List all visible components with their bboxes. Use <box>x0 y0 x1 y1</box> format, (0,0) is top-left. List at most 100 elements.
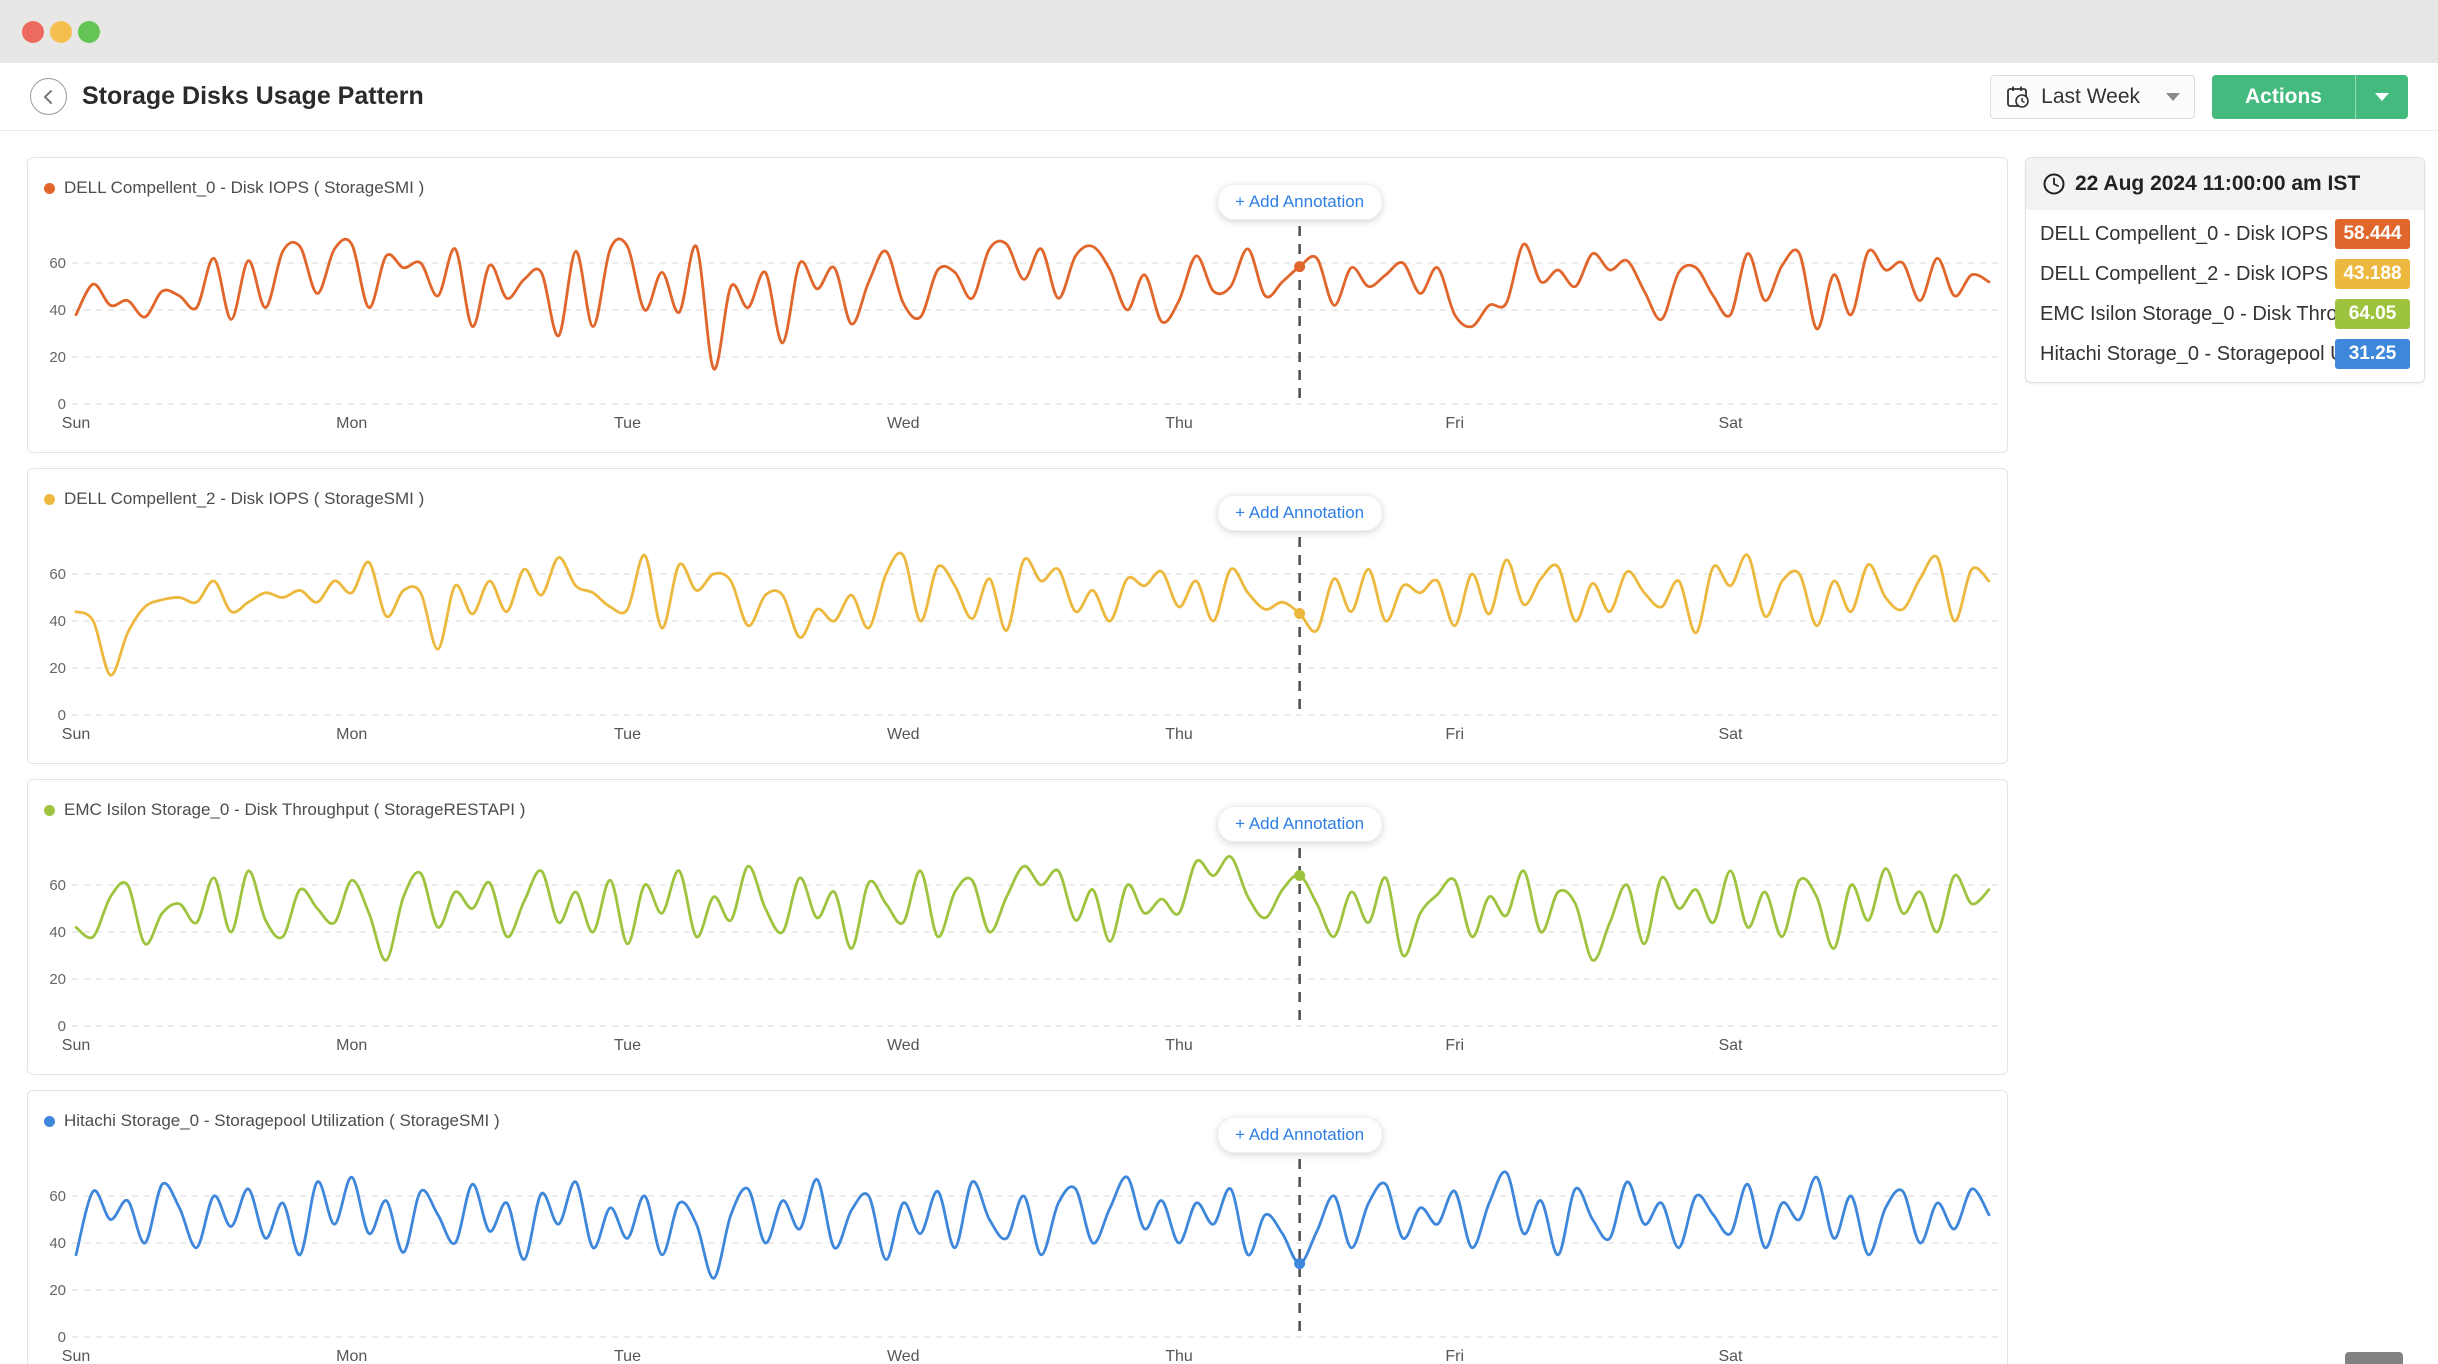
svg-text:Sat: Sat <box>1718 726 1743 743</box>
svg-text:Fri: Fri <box>1445 726 1464 743</box>
svg-text:Fri: Fri <box>1445 1037 1464 1054</box>
chart-card: EMC Isilon Storage_0 - Disk Throughput (… <box>27 779 2008 1075</box>
svg-text:Tue: Tue <box>614 1348 641 1364</box>
svg-text:Sun: Sun <box>62 415 90 432</box>
svg-text:Mon: Mon <box>336 1348 367 1364</box>
tooltip-row: DELL Compellent_2 - Disk IOPS ( St... 43… <box>2026 254 2424 294</box>
back-button[interactable] <box>30 78 67 115</box>
svg-text:Wed: Wed <box>887 726 920 743</box>
time-range-select[interactable]: Last Week <box>1990 74 2195 119</box>
svg-text:Sat: Sat <box>1718 1348 1743 1364</box>
tooltip-series-value-badge: 31.25 <box>2335 339 2410 369</box>
svg-text:0: 0 <box>58 1329 66 1346</box>
tooltip-series-value-badge: 64.05 <box>2335 299 2410 329</box>
tooltip-row: EMC Isilon Storage_0 - Disk Throug... 64… <box>2026 294 2424 334</box>
tooltip-series-value-badge: 58.444 <box>2335 219 2410 249</box>
legend-dot-icon <box>44 1115 55 1127</box>
chart-plot[interactable]: 0 20 40 60 Sun Mon Tue Wed Thu Fri Sat <box>28 525 2007 757</box>
page-title: Storage Disks Usage Pattern <box>82 82 424 110</box>
chart-plot[interactable]: 0 20 40 60 Sun Mon Tue Wed Thu Fri Sat <box>28 1147 2007 1364</box>
svg-text:0: 0 <box>58 707 66 724</box>
chart-legend: DELL Compellent_2 - Disk IOPS ( StorageS… <box>28 469 2007 509</box>
svg-text:40: 40 <box>49 613 66 630</box>
chart-plot[interactable]: 0 20 40 60 Sun Mon Tue Wed Thu Fri Sat <box>28 836 2007 1068</box>
actions-button[interactable]: Actions <box>2212 74 2408 119</box>
actions-dropdown-toggle[interactable] <box>2356 75 2408 119</box>
add-annotation-button[interactable]: + Add Annotation <box>1217 184 1383 220</box>
svg-text:Sat: Sat <box>1718 1037 1743 1054</box>
tooltip-series-label: EMC Isilon Storage_0 - Disk Throug... <box>2040 302 2335 325</box>
hover-tooltip-panel: 22 Aug 2024 11:00:00 am IST DELL Compell… <box>2025 157 2425 383</box>
legend-label: Hitachi Storage_0 - Storagepool Utilizat… <box>64 1111 500 1130</box>
window-close-button[interactable] <box>22 20 44 43</box>
window-zoom-button[interactable] <box>78 20 100 43</box>
actions-button-label[interactable]: Actions <box>2244 84 2322 108</box>
svg-text:40: 40 <box>49 302 66 319</box>
svg-text:Mon: Mon <box>336 1037 367 1054</box>
tooltip-series-value-badge: 43.188 <box>2335 259 2410 289</box>
svg-text:Tue: Tue <box>614 415 641 432</box>
chart-card: DELL Compellent_2 - Disk IOPS ( StorageS… <box>27 468 2008 764</box>
clock-icon <box>2043 173 2065 195</box>
charts-column: DELL Compellent_0 - Disk IOPS ( StorageS… <box>27 157 2008 1364</box>
chart-card: Hitachi Storage_0 - Storagepool Utilizat… <box>27 1090 2008 1364</box>
legend-dot-icon <box>44 182 55 194</box>
tooltip-rows: DELL Compellent_0 - Disk IOPS ( St... 58… <box>2026 210 2424 382</box>
svg-text:Sun: Sun <box>62 1037 90 1054</box>
svg-text:Wed: Wed <box>887 1348 920 1364</box>
chevron-down-icon <box>2375 92 2389 101</box>
tooltip-timestamp: 22 Aug 2024 11:00:00 am IST <box>2075 172 2361 195</box>
add-annotation-button[interactable]: + Add Annotation <box>1217 806 1383 842</box>
svg-text:0: 0 <box>58 1018 66 1035</box>
chart-legend: Hitachi Storage_0 - Storagepool Utilizat… <box>28 1091 2007 1131</box>
svg-text:20: 20 <box>49 971 66 988</box>
svg-text:60: 60 <box>49 255 66 272</box>
svg-text:20: 20 <box>49 349 66 366</box>
chevron-down-icon <box>2166 92 2180 101</box>
svg-text:Thu: Thu <box>1165 415 1193 432</box>
chart-plot[interactable]: 0 20 40 60 Sun Mon Tue Wed Thu Fri Sat <box>28 214 2007 446</box>
svg-text:Sun: Sun <box>62 726 90 743</box>
actions-button-divider <box>2355 74 2356 119</box>
calendar-clock-icon <box>2007 86 2029 108</box>
svg-text:Fri: Fri <box>1445 415 1464 432</box>
legend-dot-icon <box>44 804 55 816</box>
chevron-left-icon <box>43 89 52 104</box>
svg-text:60: 60 <box>49 877 66 894</box>
svg-text:20: 20 <box>49 1282 66 1299</box>
tooltip-series-label: DELL Compellent_2 - Disk IOPS ( St... <box>2040 262 2335 285</box>
svg-text:Tue: Tue <box>614 1037 641 1054</box>
add-annotation-button[interactable]: + Add Annotation <box>1217 495 1383 531</box>
svg-text:Thu: Thu <box>1165 1037 1193 1054</box>
horizontal-scrollbar-thumb[interactable] <box>2345 1352 2403 1364</box>
add-annotation-button[interactable]: + Add Annotation <box>1217 1117 1383 1153</box>
svg-text:Sun: Sun <box>62 1348 90 1364</box>
window-minimize-button[interactable] <box>50 20 72 43</box>
svg-text:Mon: Mon <box>336 415 367 432</box>
svg-text:60: 60 <box>49 566 66 583</box>
tooltip-row: Hitachi Storage_0 - Storagepool Util... … <box>2026 334 2424 374</box>
svg-text:Mon: Mon <box>336 726 367 743</box>
legend-label: EMC Isilon Storage_0 - Disk Throughput (… <box>64 800 526 819</box>
svg-text:20: 20 <box>49 660 66 677</box>
svg-text:0: 0 <box>58 396 66 413</box>
time-range-value: Last Week <box>2041 84 2140 108</box>
legend-label: DELL Compellent_0 - Disk IOPS ( StorageS… <box>64 178 425 197</box>
svg-text:40: 40 <box>49 924 66 941</box>
tooltip-series-label: DELL Compellent_0 - Disk IOPS ( St... <box>2040 222 2335 245</box>
svg-text:Fri: Fri <box>1445 1348 1464 1364</box>
chart-legend: DELL Compellent_0 - Disk IOPS ( StorageS… <box>28 158 2007 198</box>
page-header: Storage Disks Usage Pattern Last Week Ac… <box>0 63 2438 131</box>
svg-text:Wed: Wed <box>887 1037 920 1054</box>
svg-text:Thu: Thu <box>1165 726 1193 743</box>
window-titlebar <box>0 0 2438 63</box>
legend-dot-icon <box>44 493 55 505</box>
main-content: DELL Compellent_0 - Disk IOPS ( StorageS… <box>0 131 2438 1364</box>
svg-text:40: 40 <box>49 1235 66 1252</box>
svg-text:Wed: Wed <box>887 415 920 432</box>
svg-text:60: 60 <box>49 1188 66 1205</box>
legend-label: DELL Compellent_2 - Disk IOPS ( StorageS… <box>64 489 425 508</box>
svg-text:Tue: Tue <box>614 726 641 743</box>
tooltip-series-label: Hitachi Storage_0 - Storagepool Util... <box>2040 342 2335 365</box>
tooltip-header: 22 Aug 2024 11:00:00 am IST <box>2026 158 2424 210</box>
